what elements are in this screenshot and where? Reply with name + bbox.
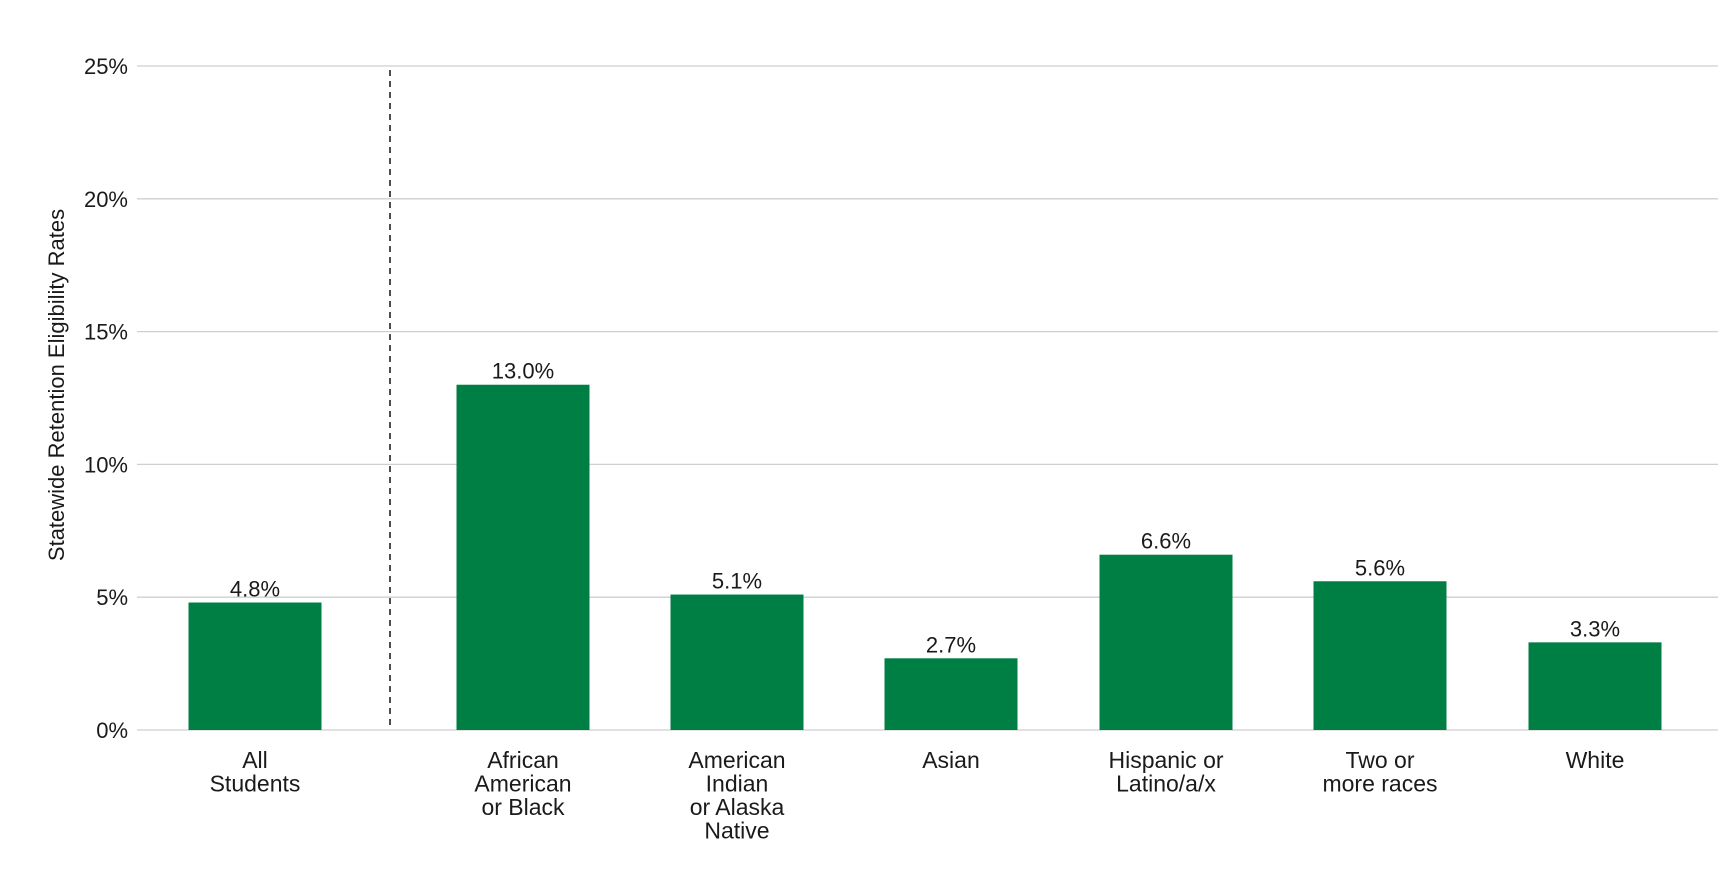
bars bbox=[188, 384, 1662, 730]
bar-value-label: 5.6% bbox=[1355, 555, 1405, 580]
category-label-line: White bbox=[1566, 747, 1625, 773]
bar bbox=[670, 594, 804, 730]
category-label: White bbox=[1566, 747, 1625, 773]
gridlines bbox=[137, 65, 1718, 731]
category-label-line: or Alaska bbox=[690, 794, 785, 820]
category-label-line: Hispanic or bbox=[1108, 747, 1223, 773]
category-label-line: American bbox=[474, 771, 571, 797]
category-label-line: Native bbox=[704, 818, 769, 844]
y-axis-ticks: 0% 5% 10% 15% 20% 25% bbox=[84, 54, 128, 743]
y-tick-label: 0% bbox=[96, 718, 128, 743]
category-label-line: Indian bbox=[706, 771, 769, 797]
bar-value-label: 13.0% bbox=[492, 359, 554, 384]
bar-value-label: 6.6% bbox=[1141, 529, 1191, 554]
category-label-line: more races bbox=[1322, 771, 1437, 797]
category-label: Asian bbox=[922, 747, 980, 773]
bar-value-label: 2.7% bbox=[926, 632, 976, 657]
bar bbox=[1528, 642, 1662, 730]
y-tick-label: 25% bbox=[84, 54, 128, 79]
bar-value-label: 3.3% bbox=[1570, 616, 1620, 641]
category-label-line: American bbox=[688, 747, 785, 773]
category-label-line: Two or bbox=[1345, 747, 1414, 773]
category-label-line: Latino/a/x bbox=[1116, 771, 1216, 797]
category-label-line: All bbox=[242, 747, 268, 773]
bar bbox=[884, 658, 1018, 730]
category-label: Two or more races bbox=[1322, 747, 1437, 797]
y-tick-label: 15% bbox=[84, 320, 128, 345]
category-label-line: Students bbox=[210, 771, 301, 797]
y-tick-label: 20% bbox=[84, 187, 128, 212]
bar bbox=[1099, 554, 1233, 730]
y-tick-label: 5% bbox=[96, 585, 128, 610]
category-label: Hispanic or Latino/a/x bbox=[1108, 747, 1223, 797]
bar-value-label: 5.1% bbox=[712, 569, 762, 594]
category-label: All Students bbox=[210, 747, 301, 797]
bar bbox=[188, 602, 322, 730]
y-axis-title: Statewide Retention Eligibility Rates bbox=[44, 209, 69, 561]
category-label: African American or Black bbox=[474, 747, 571, 820]
bar bbox=[456, 384, 590, 730]
category-label-line: Asian bbox=[922, 747, 980, 773]
value-labels: 4.8% 13.0% 5.1% 2.7% 6.6% 5.6% 3.3% bbox=[230, 359, 1620, 658]
y-tick-label: 10% bbox=[84, 452, 128, 477]
category-label: American Indian or Alaska Native bbox=[688, 747, 785, 844]
bar bbox=[1313, 581, 1447, 730]
category-label-line: or Black bbox=[481, 794, 565, 820]
category-label-line: African bbox=[487, 747, 559, 773]
bar-value-label: 4.8% bbox=[230, 577, 280, 602]
